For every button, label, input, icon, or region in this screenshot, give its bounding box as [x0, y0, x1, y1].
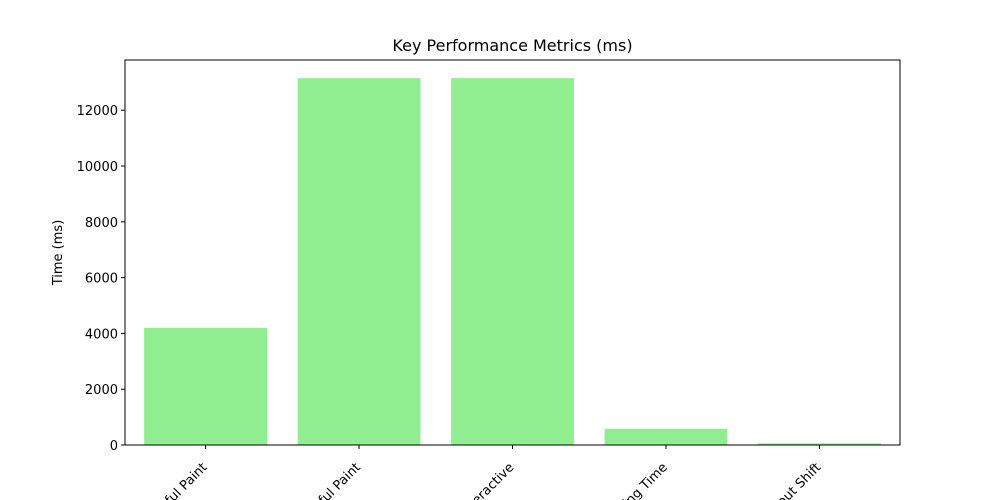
bars-group	[144, 78, 881, 445]
x-tick-label-3: ing Time	[621, 460, 671, 500]
bar-4	[758, 443, 881, 445]
plot-frame	[124, 59, 901, 446]
y-tick-label-0: 0	[110, 439, 118, 454]
bar-1	[297, 78, 421, 445]
y-tick-label-2: 4000	[85, 327, 118, 342]
bar-0	[144, 327, 267, 445]
y-tick-label-1: 2000	[85, 383, 118, 398]
y-tick-label-4: 8000	[85, 216, 118, 231]
chart-title: Key Performance Metrics (ms)	[392, 36, 632, 55]
x-tick-label-1: ful Paint	[316, 460, 364, 500]
x-tick-label-4: out Shift	[775, 460, 824, 500]
x-tick-label-2: eractive	[469, 460, 517, 500]
bar-2	[451, 78, 574, 445]
y-tick-label-5: 10000	[77, 160, 118, 175]
y-axis: 0 2000 4000 6000 8000 10000 12000	[77, 104, 125, 454]
y-tick-label-3: 6000	[85, 272, 118, 287]
x-tick-label-0: ful Paint	[163, 460, 211, 500]
x-axis: ful Paint ful Paint eractive ing Time out Sh…	[163, 445, 824, 500]
y-tick-label-6: 12000	[77, 104, 118, 119]
y-axis-label: Time (ms)	[51, 220, 66, 287]
bar-3	[604, 428, 728, 445]
